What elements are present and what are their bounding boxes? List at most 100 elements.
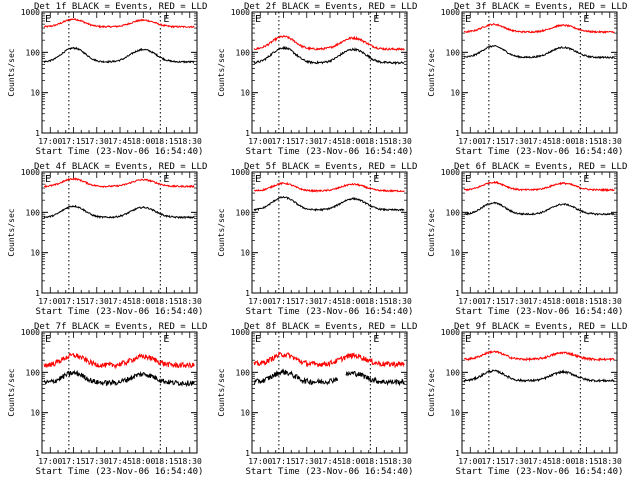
x-tick-label: 18:00 — [131, 457, 155, 466]
x-tick-label: 18:30 — [598, 457, 622, 466]
y-axis-label: Counts/sec — [7, 368, 16, 416]
event-marker-label: E — [45, 174, 51, 185]
x-tick-label: 18:15 — [364, 457, 388, 466]
panel-title: Det 3f BLACK = Events, RED = LLD — [454, 2, 627, 12]
x-tick-label: 18:30 — [388, 137, 412, 146]
event-marker-label: E — [583, 14, 589, 25]
plot-frame — [461, 171, 618, 294]
x-tick-label: 18:15 — [574, 457, 598, 466]
x-tick-label: 17:00 — [458, 137, 482, 146]
plot-frame — [41, 11, 198, 134]
panel-det-4: Det 4f BLACK = Events, RED = LLD 1 10 100 10… — [7, 162, 207, 317]
y-tick-label: 100 — [26, 208, 41, 217]
events-series-line — [253, 368, 405, 387]
y-tick-label: 100 — [26, 368, 41, 377]
x-tick-label: 17:00 — [38, 457, 62, 466]
x-tick-label: 18:30 — [388, 457, 412, 466]
event-marker-label: E — [583, 334, 589, 345]
lld-series-line — [44, 177, 195, 189]
panel-title: Det 7f BLACK = Events, RED = LLD — [34, 322, 207, 332]
x-tick-label: 18:00 — [551, 137, 575, 146]
y-axis-label: Counts/sec — [427, 208, 436, 256]
x-tick-label: 17:00 — [38, 297, 62, 306]
plot-frame — [251, 11, 408, 134]
events-series-line — [43, 369, 195, 388]
panel-det-5: Det 5f BLACK = Events, RED = LLD 1 10 100 10… — [217, 162, 417, 317]
events-series-line — [463, 44, 615, 60]
x-tick-label: 17:30 — [85, 137, 109, 146]
events-series-line — [43, 204, 195, 220]
x-tick-label: 17:45 — [108, 297, 132, 306]
y-tick-label: 1 — [455, 129, 460, 138]
event-marker-label: E — [163, 334, 169, 345]
y-tick-label: 1 — [455, 289, 460, 298]
y-axis-label: Counts/sec — [217, 368, 226, 416]
lld-series-line — [253, 351, 405, 369]
lld-series-line — [253, 34, 405, 52]
y-tick-label: 1000 — [231, 8, 250, 17]
y-axis-label: Counts/sec — [427, 48, 436, 96]
y-tick-label: 10 — [30, 409, 40, 418]
x-tick-label: 17:30 — [295, 137, 319, 146]
x-axis-label: Start Time (23-Nov-06 16:54:40) — [456, 147, 624, 157]
y-axis-label: Counts/sec — [7, 208, 16, 256]
event-marker-label: E — [163, 14, 169, 25]
events-series-line — [253, 45, 405, 66]
y-tick-label: 10 — [240, 249, 250, 258]
x-tick-label: 17:00 — [38, 137, 62, 146]
y-tick-label: 100 — [446, 208, 461, 217]
x-tick-label: 18:00 — [551, 457, 575, 466]
lld-series-line — [43, 352, 195, 370]
events-series-line — [43, 46, 195, 64]
x-tick-label: 18:30 — [598, 297, 622, 306]
x-tick-label: 17:15 — [271, 137, 295, 146]
event-marker-label: E — [255, 14, 261, 25]
x-tick-label: 17:30 — [505, 137, 529, 146]
y-tick-label: 1 — [35, 449, 40, 458]
x-tick-label: 17:45 — [318, 137, 342, 146]
event-marker-label: E — [255, 174, 261, 185]
event-marker-label: E — [163, 174, 169, 185]
x-tick-label: 18:15 — [154, 137, 178, 146]
y-tick-label: 100 — [236, 48, 251, 57]
x-tick-label: 18:30 — [598, 137, 622, 146]
x-tick-label: 17:45 — [318, 297, 342, 306]
x-tick-label: 17:45 — [108, 137, 132, 146]
x-tick-label: 17:00 — [248, 457, 272, 466]
x-tick-label: 18:00 — [341, 457, 365, 466]
x-tick-label: 17:30 — [295, 297, 319, 306]
x-tick-label: 18:15 — [574, 297, 598, 306]
x-tick-label: 17:30 — [505, 457, 529, 466]
x-tick-label: 17:15 — [271, 457, 295, 466]
x-tick-label: 17:30 — [85, 297, 109, 306]
x-tick-label: 17:15 — [61, 137, 85, 146]
y-tick-label: 100 — [446, 368, 461, 377]
panel-det-9: Det 9f BLACK = Events, RED = LLD 1 10 100 10… — [427, 322, 627, 477]
y-tick-label: 1000 — [231, 328, 250, 337]
x-tick-label: 18:00 — [551, 297, 575, 306]
x-tick-label: 18:15 — [574, 137, 598, 146]
x-tick-label: 17:15 — [481, 297, 505, 306]
x-tick-label: 18:00 — [341, 297, 365, 306]
x-tick-label: 18:15 — [154, 457, 178, 466]
y-tick-label: 10 — [240, 89, 250, 98]
x-tick-label: 17:00 — [458, 297, 482, 306]
x-tick-label: 18:30 — [178, 457, 202, 466]
panel-det-8: Det 8f BLACK = Events, RED = LLD 1 10 100 10… — [217, 322, 417, 477]
x-tick-label: 17:00 — [458, 457, 482, 466]
x-tick-label: 18:00 — [131, 297, 155, 306]
lld-series-line — [464, 350, 615, 363]
y-tick-label: 1000 — [441, 328, 460, 337]
x-axis-label: Start Time (23-Nov-06 16:54:40) — [36, 307, 204, 317]
event-marker-label: E — [465, 174, 471, 185]
events-series-line — [463, 369, 615, 383]
x-tick-label: 17:45 — [318, 457, 342, 466]
x-tick-label: 17:45 — [108, 457, 132, 466]
y-tick-label: 10 — [450, 89, 460, 98]
x-axis-label: Start Time (23-Nov-06 16:54:40) — [246, 467, 414, 477]
plot-frame — [461, 11, 618, 134]
event-marker-label: E — [45, 14, 51, 25]
y-tick-label: 1 — [455, 449, 460, 458]
events-series-line — [253, 195, 405, 212]
